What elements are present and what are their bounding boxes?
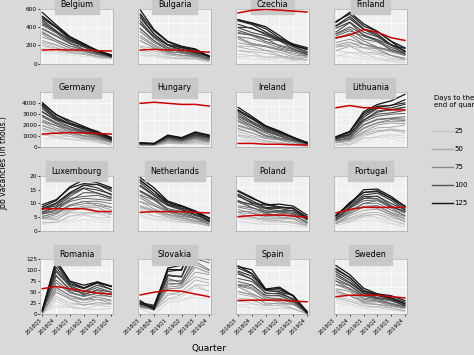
Title: Netherlands: Netherlands bbox=[150, 167, 199, 176]
Title: Czechia: Czechia bbox=[257, 0, 288, 9]
Title: Slovakia: Slovakia bbox=[158, 250, 192, 259]
Text: 50: 50 bbox=[455, 146, 464, 152]
Title: Poland: Poland bbox=[259, 167, 286, 176]
Text: Days to the
end of quarter: Days to the end of quarter bbox=[434, 95, 474, 108]
Title: Romania: Romania bbox=[59, 250, 94, 259]
Title: Bulgaria: Bulgaria bbox=[158, 0, 191, 9]
Text: 25: 25 bbox=[455, 128, 464, 134]
Text: Job vacancies (in thous.): Job vacancies (in thous.) bbox=[0, 116, 8, 210]
Title: Ireland: Ireland bbox=[259, 83, 286, 92]
Text: Quarter: Quarter bbox=[191, 344, 226, 354]
Text: 75: 75 bbox=[455, 164, 464, 170]
Title: Belgium: Belgium bbox=[60, 0, 93, 9]
Title: Luxembourg: Luxembourg bbox=[52, 167, 102, 176]
Title: Portugal: Portugal bbox=[354, 167, 387, 176]
Title: Hungary: Hungary bbox=[158, 83, 192, 92]
Title: Sweden: Sweden bbox=[355, 250, 386, 259]
Text: 125: 125 bbox=[455, 200, 468, 206]
Title: Finland: Finland bbox=[356, 0, 385, 9]
Text: 100: 100 bbox=[455, 182, 468, 188]
Title: Lithuania: Lithuania bbox=[352, 83, 389, 92]
Title: Spain: Spain bbox=[261, 250, 284, 259]
Title: Germany: Germany bbox=[58, 83, 95, 92]
